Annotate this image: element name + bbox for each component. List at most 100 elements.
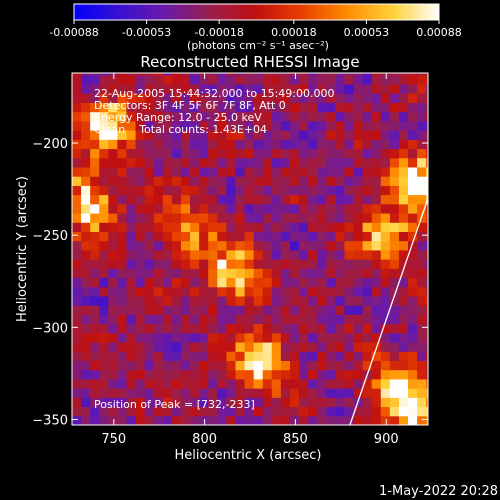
- heatmap-cell: [253, 139, 264, 150]
- heatmap-cell: [81, 185, 91, 196]
- heatmap-cell: [99, 130, 109, 140]
- heatmap-cell: [371, 74, 382, 85]
- heatmap-cell: [235, 203, 246, 214]
- heatmap-cell: [135, 84, 146, 94]
- heatmap-cell: [99, 185, 109, 196]
- y-tick-label: −350: [32, 413, 68, 428]
- heatmap-cell: [108, 194, 118, 205]
- heatmap-cell: [108, 323, 118, 334]
- heatmap-cell: [199, 166, 209, 177]
- heatmap-cell: [235, 139, 246, 150]
- heatmap-cell: [289, 406, 300, 417]
- heatmap-cell: [180, 268, 191, 279]
- heatmap-cell: [217, 139, 227, 150]
- heatmap-cell: [253, 176, 264, 186]
- heatmap-cell: [398, 130, 409, 140]
- heatmap-cell: [208, 157, 218, 168]
- heatmap-cell: [180, 305, 191, 315]
- heatmap-cell: [389, 397, 400, 408]
- heatmap-cell: [271, 369, 282, 380]
- heatmap-cell: [126, 93, 137, 103]
- heatmap-cell: [417, 240, 427, 251]
- heatmap-cell: [362, 277, 373, 288]
- heatmap-cell: [180, 203, 191, 214]
- heatmap-cell: [289, 268, 300, 279]
- heatmap-cell: [162, 323, 173, 334]
- heatmap-cell: [289, 148, 300, 159]
- heatmap-cell: [126, 360, 137, 371]
- heatmap-cell: [117, 111, 127, 122]
- heatmap-cell: [180, 139, 191, 150]
- heatmap-cell: [280, 332, 291, 343]
- heatmap-cell: [262, 332, 273, 343]
- heatmap-cell: [417, 222, 427, 232]
- heatmap-cell: [90, 73, 100, 76]
- heatmap-cell: [326, 231, 336, 242]
- heatmap-cell: [144, 222, 155, 232]
- heatmap-cell: [253, 84, 264, 94]
- heatmap-cell: [199, 222, 209, 232]
- heatmap-cell: [126, 314, 137, 325]
- heatmap-cell: [380, 268, 391, 279]
- heatmap-cell: [371, 120, 382, 131]
- heatmap-cell: [108, 415, 118, 425]
- heatmap-cell: [217, 166, 227, 177]
- heatmap-cell: [208, 148, 218, 159]
- heatmap-cell: [253, 93, 264, 103]
- heatmap-cell: [90, 406, 100, 417]
- heatmap-cell: [90, 84, 100, 94]
- heatmap-cell: [271, 406, 282, 417]
- heatmap-cell: [190, 213, 200, 223]
- heatmap-cell: [426, 415, 428, 425]
- heatmap-cell: [153, 360, 164, 371]
- heatmap-cell: [389, 342, 400, 352]
- colorbar-gradient: [73, 3, 440, 21]
- heatmap-cell: [389, 406, 400, 417]
- heatmap-cell: [389, 102, 400, 113]
- heatmap-cell: [226, 231, 236, 242]
- heatmap-cell: [81, 111, 91, 122]
- heatmap-cell: [81, 130, 91, 140]
- heatmap-cell: [253, 314, 264, 325]
- heatmap-cell: [299, 295, 309, 306]
- heatmap-cell: [162, 185, 173, 196]
- heatmap-cell: [208, 84, 218, 94]
- x-tick-label: 750: [101, 432, 126, 447]
- heatmap-cell: [144, 166, 155, 177]
- heatmap-cell: [126, 148, 137, 159]
- heatmap-cell: [262, 102, 273, 113]
- heatmap-cell: [117, 378, 127, 389]
- heatmap-cell: [398, 332, 409, 343]
- heatmap-cell: [244, 222, 255, 232]
- heatmap-cell: [126, 176, 137, 186]
- heatmap-cell: [308, 231, 318, 242]
- heatmap-cell: [117, 148, 127, 159]
- heatmap-cell: [398, 406, 409, 417]
- heatmap-cell: [199, 332, 209, 343]
- heatmap-cell: [262, 203, 273, 214]
- heatmap-cell: [135, 295, 146, 306]
- heatmap-cell: [117, 259, 127, 269]
- heatmap-cell: [426, 351, 428, 361]
- heatmap-cell: [362, 166, 373, 177]
- heatmap-cell: [317, 84, 327, 94]
- heatmap-cell: [335, 148, 345, 159]
- heatmap-cell: [135, 406, 146, 417]
- heatmap-cell: [408, 130, 418, 140]
- heatmap-cell: [217, 388, 227, 398]
- heatmap-cell: [417, 203, 427, 214]
- heatmap-cell: [389, 139, 400, 150]
- heatmap-cell: [326, 268, 336, 279]
- heatmap-cell: [299, 351, 309, 361]
- heatmap-cell: [190, 120, 200, 131]
- heatmap-cell: [317, 332, 327, 343]
- heatmap-cell: [353, 84, 364, 94]
- heatmap-cell: [408, 222, 418, 232]
- heatmap-cell: [389, 148, 400, 159]
- heatmap-cell: [271, 351, 282, 361]
- heatmap-cell: [308, 397, 318, 408]
- info-line-clean: Clean Total counts: 1.43E+04: [94, 123, 267, 136]
- heatmap-cell: [117, 185, 127, 196]
- heatmap-cell: [199, 295, 209, 306]
- heatmap-cell: [380, 166, 391, 177]
